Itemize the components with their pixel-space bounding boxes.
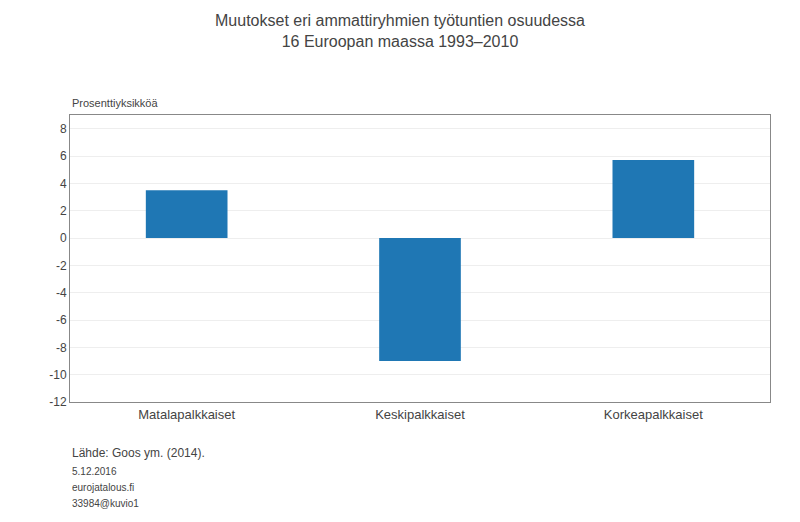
svg-text:-6: -6 [56, 313, 67, 327]
svg-text:Lähde: Goos ym. (2014).: Lähde: Goos ym. (2014). [72, 446, 205, 460]
svg-text:-4: -4 [56, 286, 67, 300]
svg-text:-12: -12 [49, 395, 67, 409]
svg-text:5.12.2016: 5.12.2016 [72, 466, 117, 477]
svg-text:8: 8 [60, 122, 67, 136]
svg-text:-10: -10 [49, 368, 67, 382]
svg-text:Matalapalkkaiset: Matalapalkkaiset [138, 407, 235, 422]
svg-text:Korkeapalkkaiset: Korkeapalkkaiset [604, 407, 703, 422]
svg-text:2: 2 [60, 204, 67, 218]
svg-text:Muutokset eri ammattiryhmien t: Muutokset eri ammattiryhmien työtuntien … [215, 12, 585, 50]
svg-text:eurojatalous.fi: eurojatalous.fi [72, 482, 134, 493]
svg-text:-8: -8 [56, 341, 67, 355]
svg-text:-2: -2 [56, 259, 67, 273]
svg-text:4: 4 [60, 177, 67, 191]
svg-text:6: 6 [60, 149, 67, 163]
svg-text:33984@kuvio1: 33984@kuvio1 [72, 498, 139, 509]
svg-text:Keskipalkkaiset: Keskipalkkaiset [375, 407, 465, 422]
svg-text:0: 0 [60, 231, 67, 245]
svg-text:Prosenttiyksikköä: Prosenttiyksikköä [72, 97, 158, 109]
